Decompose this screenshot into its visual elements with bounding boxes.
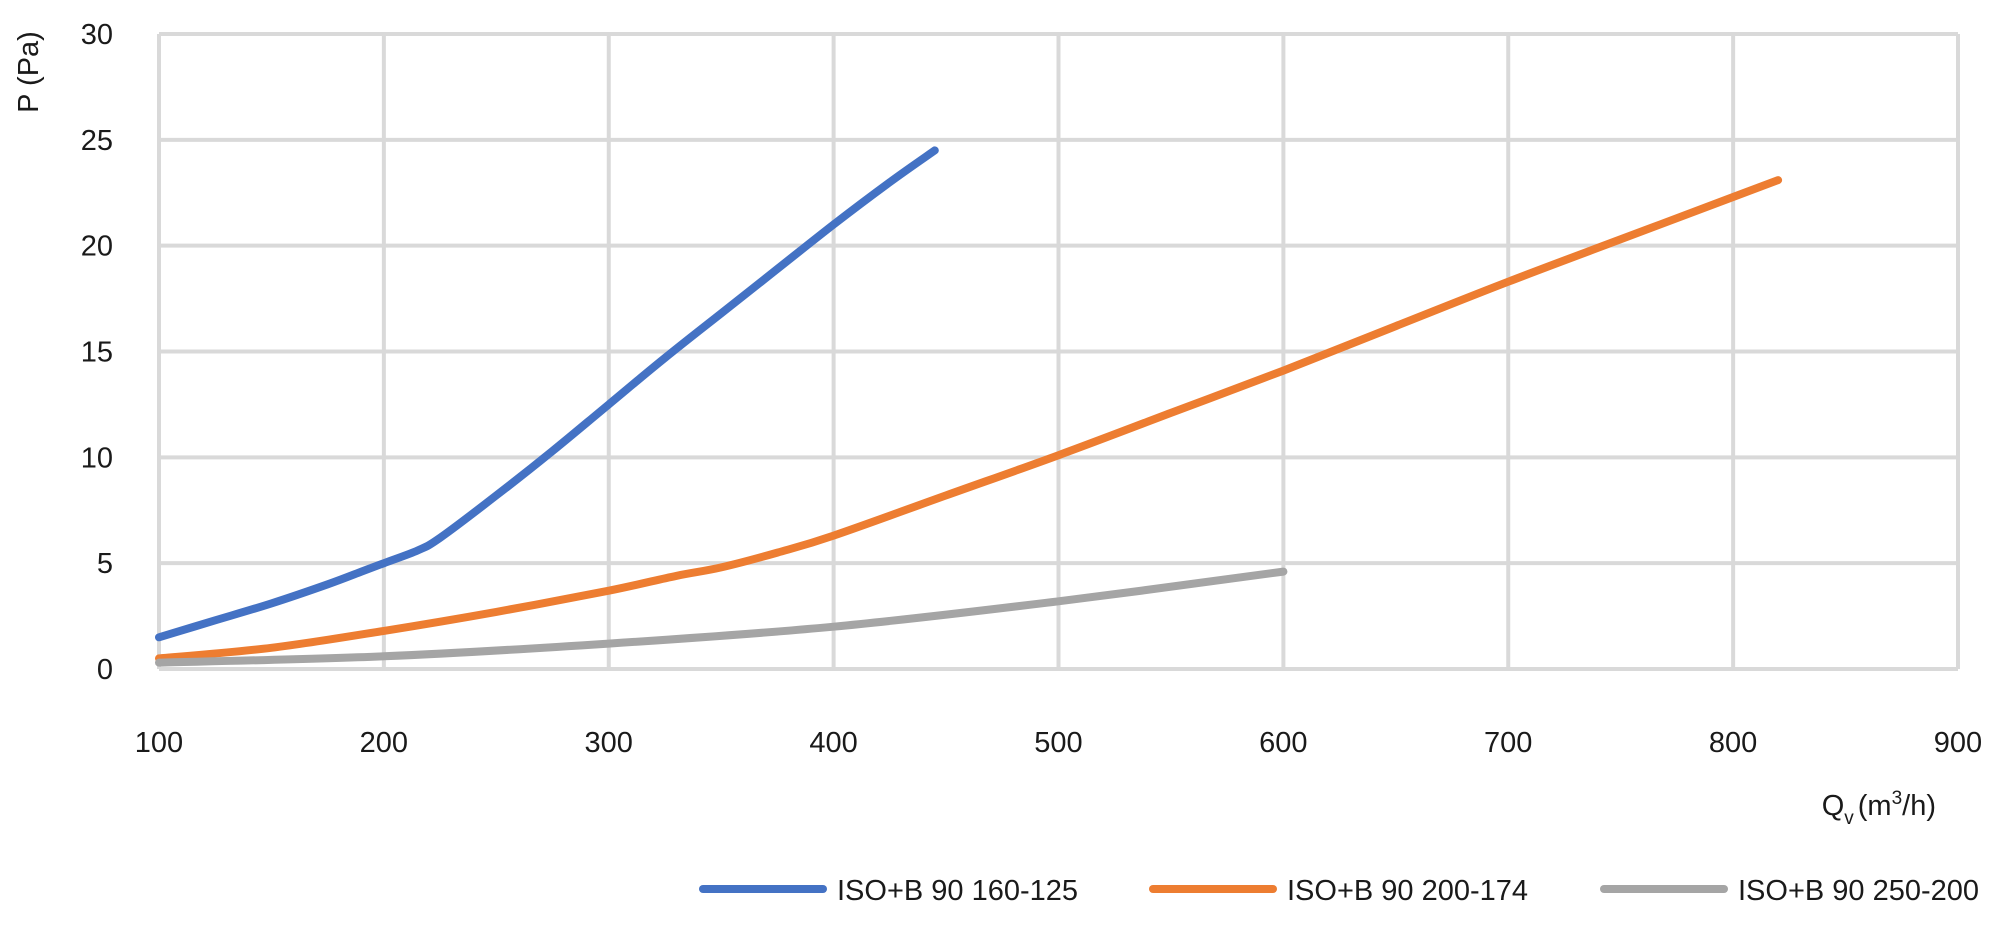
x-axis-title-unit-pre: (m (1858, 790, 1892, 822)
legend-label: ISO+B 90 200-174 (1287, 875, 1528, 907)
x-tick-label: 700 (1484, 727, 1532, 759)
y-tick-label: 25 (81, 125, 113, 157)
y-axis-title: P (Pa) (13, 31, 45, 113)
y-tick-label: 20 (81, 231, 113, 263)
x-tick-labels: 100 200 300 400 500 600 700 800 900 (135, 727, 1982, 759)
x-tick-label: 900 (1934, 727, 1982, 759)
x-tick-label: 400 (809, 727, 857, 759)
series-lines (155, 146, 1783, 667)
x-axis-title: Qv (m3/h) (1822, 788, 1936, 829)
series-line-1 (155, 146, 939, 642)
y-tick-label: 0 (97, 654, 113, 686)
y-tick-label: 30 (81, 19, 113, 51)
y-tick-label: 5 (97, 548, 113, 580)
legend-label: ISO+B 90 160-125 (837, 875, 1078, 907)
x-axis-title-unit-post: /h) (1902, 790, 1936, 822)
axes (157, 34, 1958, 671)
x-axis-title-superscript: 3 (1892, 788, 1903, 809)
x-tick-label: 500 (1034, 727, 1082, 759)
y-tick-label: 15 (81, 337, 113, 369)
y-tick-labels: 0 5 10 15 20 25 30 (81, 19, 113, 686)
x-tick-label: 200 (360, 727, 408, 759)
series-line-2 (155, 176, 1783, 663)
x-axis-title-base: Q (1822, 790, 1845, 822)
legend-label: ISO+B 90 250-200 (1738, 875, 1979, 907)
legend: ISO+B 90 160-125 ISO+B 90 200-174 ISO+B 90… (699, 875, 1979, 907)
x-tick-label: 100 (135, 727, 183, 759)
x-axis-title-subscript: v (1844, 808, 1854, 829)
x-tick-label: 300 (585, 727, 633, 759)
series-line-3 (155, 567, 1288, 667)
x-tick-label: 800 (1709, 727, 1757, 759)
x-tick-label: 600 (1259, 727, 1307, 759)
y-tick-label: 10 (81, 442, 113, 474)
